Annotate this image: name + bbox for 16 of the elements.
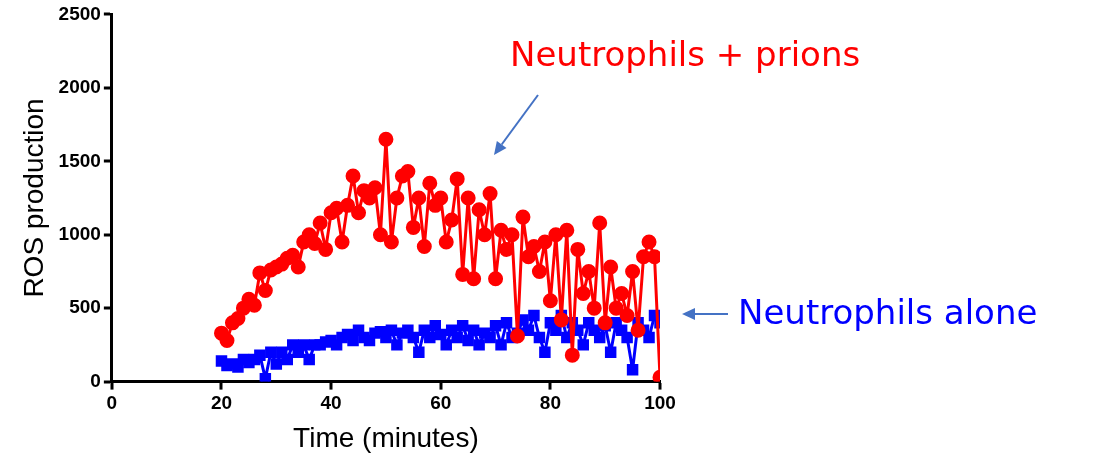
y-tick-label: 2000 (58, 76, 101, 98)
x-axis-title: Time (minutes) (293, 421, 479, 453)
x-tick-label: 100 (644, 392, 676, 414)
text: Neutrophils alone (738, 292, 1038, 332)
y-axis-title: ROS production (17, 98, 49, 298)
y-tick-label: 500 (69, 296, 101, 318)
x-tick-label: 20 (210, 392, 233, 414)
x-tick-label: 40 (320, 392, 342, 414)
y-tick-label: 2500 (58, 2, 101, 24)
x-tick-label: 60 (430, 392, 452, 414)
y-tick-label: 0 (90, 369, 101, 391)
x-tick-label: 80 (539, 392, 561, 414)
y-tick-label: 1000 (58, 222, 101, 244)
y-tick-label: 1500 (58, 149, 101, 171)
text: Neutrophils + prions (510, 34, 861, 74)
x-tick-label: 0 (106, 392, 118, 414)
